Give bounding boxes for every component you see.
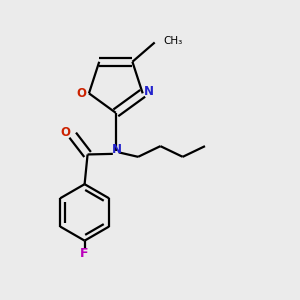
Text: O: O — [76, 87, 86, 100]
Text: O: O — [60, 126, 70, 139]
Text: CH₃: CH₃ — [164, 36, 183, 46]
Text: F: F — [80, 247, 89, 260]
Text: N: N — [111, 142, 122, 156]
Text: N: N — [144, 85, 154, 98]
